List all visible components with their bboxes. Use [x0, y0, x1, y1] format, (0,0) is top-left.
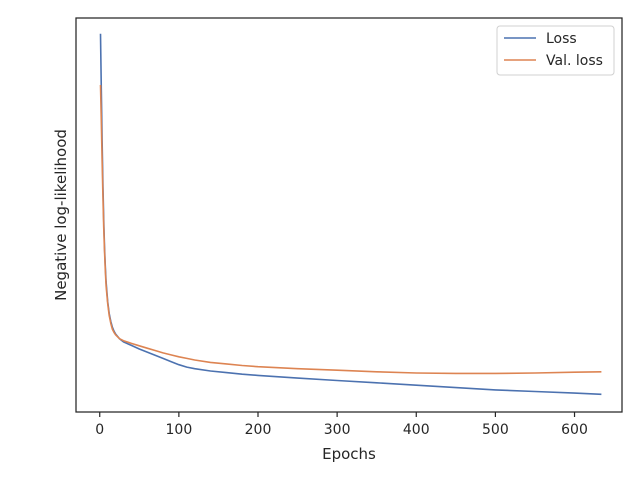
plot-area: [75, 17, 623, 413]
legend: Loss Val. loss: [496, 25, 615, 76]
x-tick-label: 300: [324, 422, 351, 438]
x-tick-label: 100: [166, 422, 193, 438]
x-axis-ticks: 0 100 200 300 400 500 600: [95, 412, 588, 438]
legend-label-loss: Loss: [546, 31, 577, 47]
y-axis-label: Negative log-likelihood: [52, 129, 70, 301]
x-axis-label: Epochs: [322, 445, 376, 463]
x-tick-label: 500: [482, 422, 509, 438]
x-tick-label: 0: [95, 422, 104, 438]
x-tick-label: 600: [561, 422, 588, 438]
x-tick-label: 400: [403, 422, 430, 438]
x-tick-label: 200: [245, 422, 272, 438]
series-line-val-loss: [99, 84, 602, 375]
series-lines: [99, 33, 602, 396]
legend-label-val-loss: Val. loss: [546, 53, 603, 69]
